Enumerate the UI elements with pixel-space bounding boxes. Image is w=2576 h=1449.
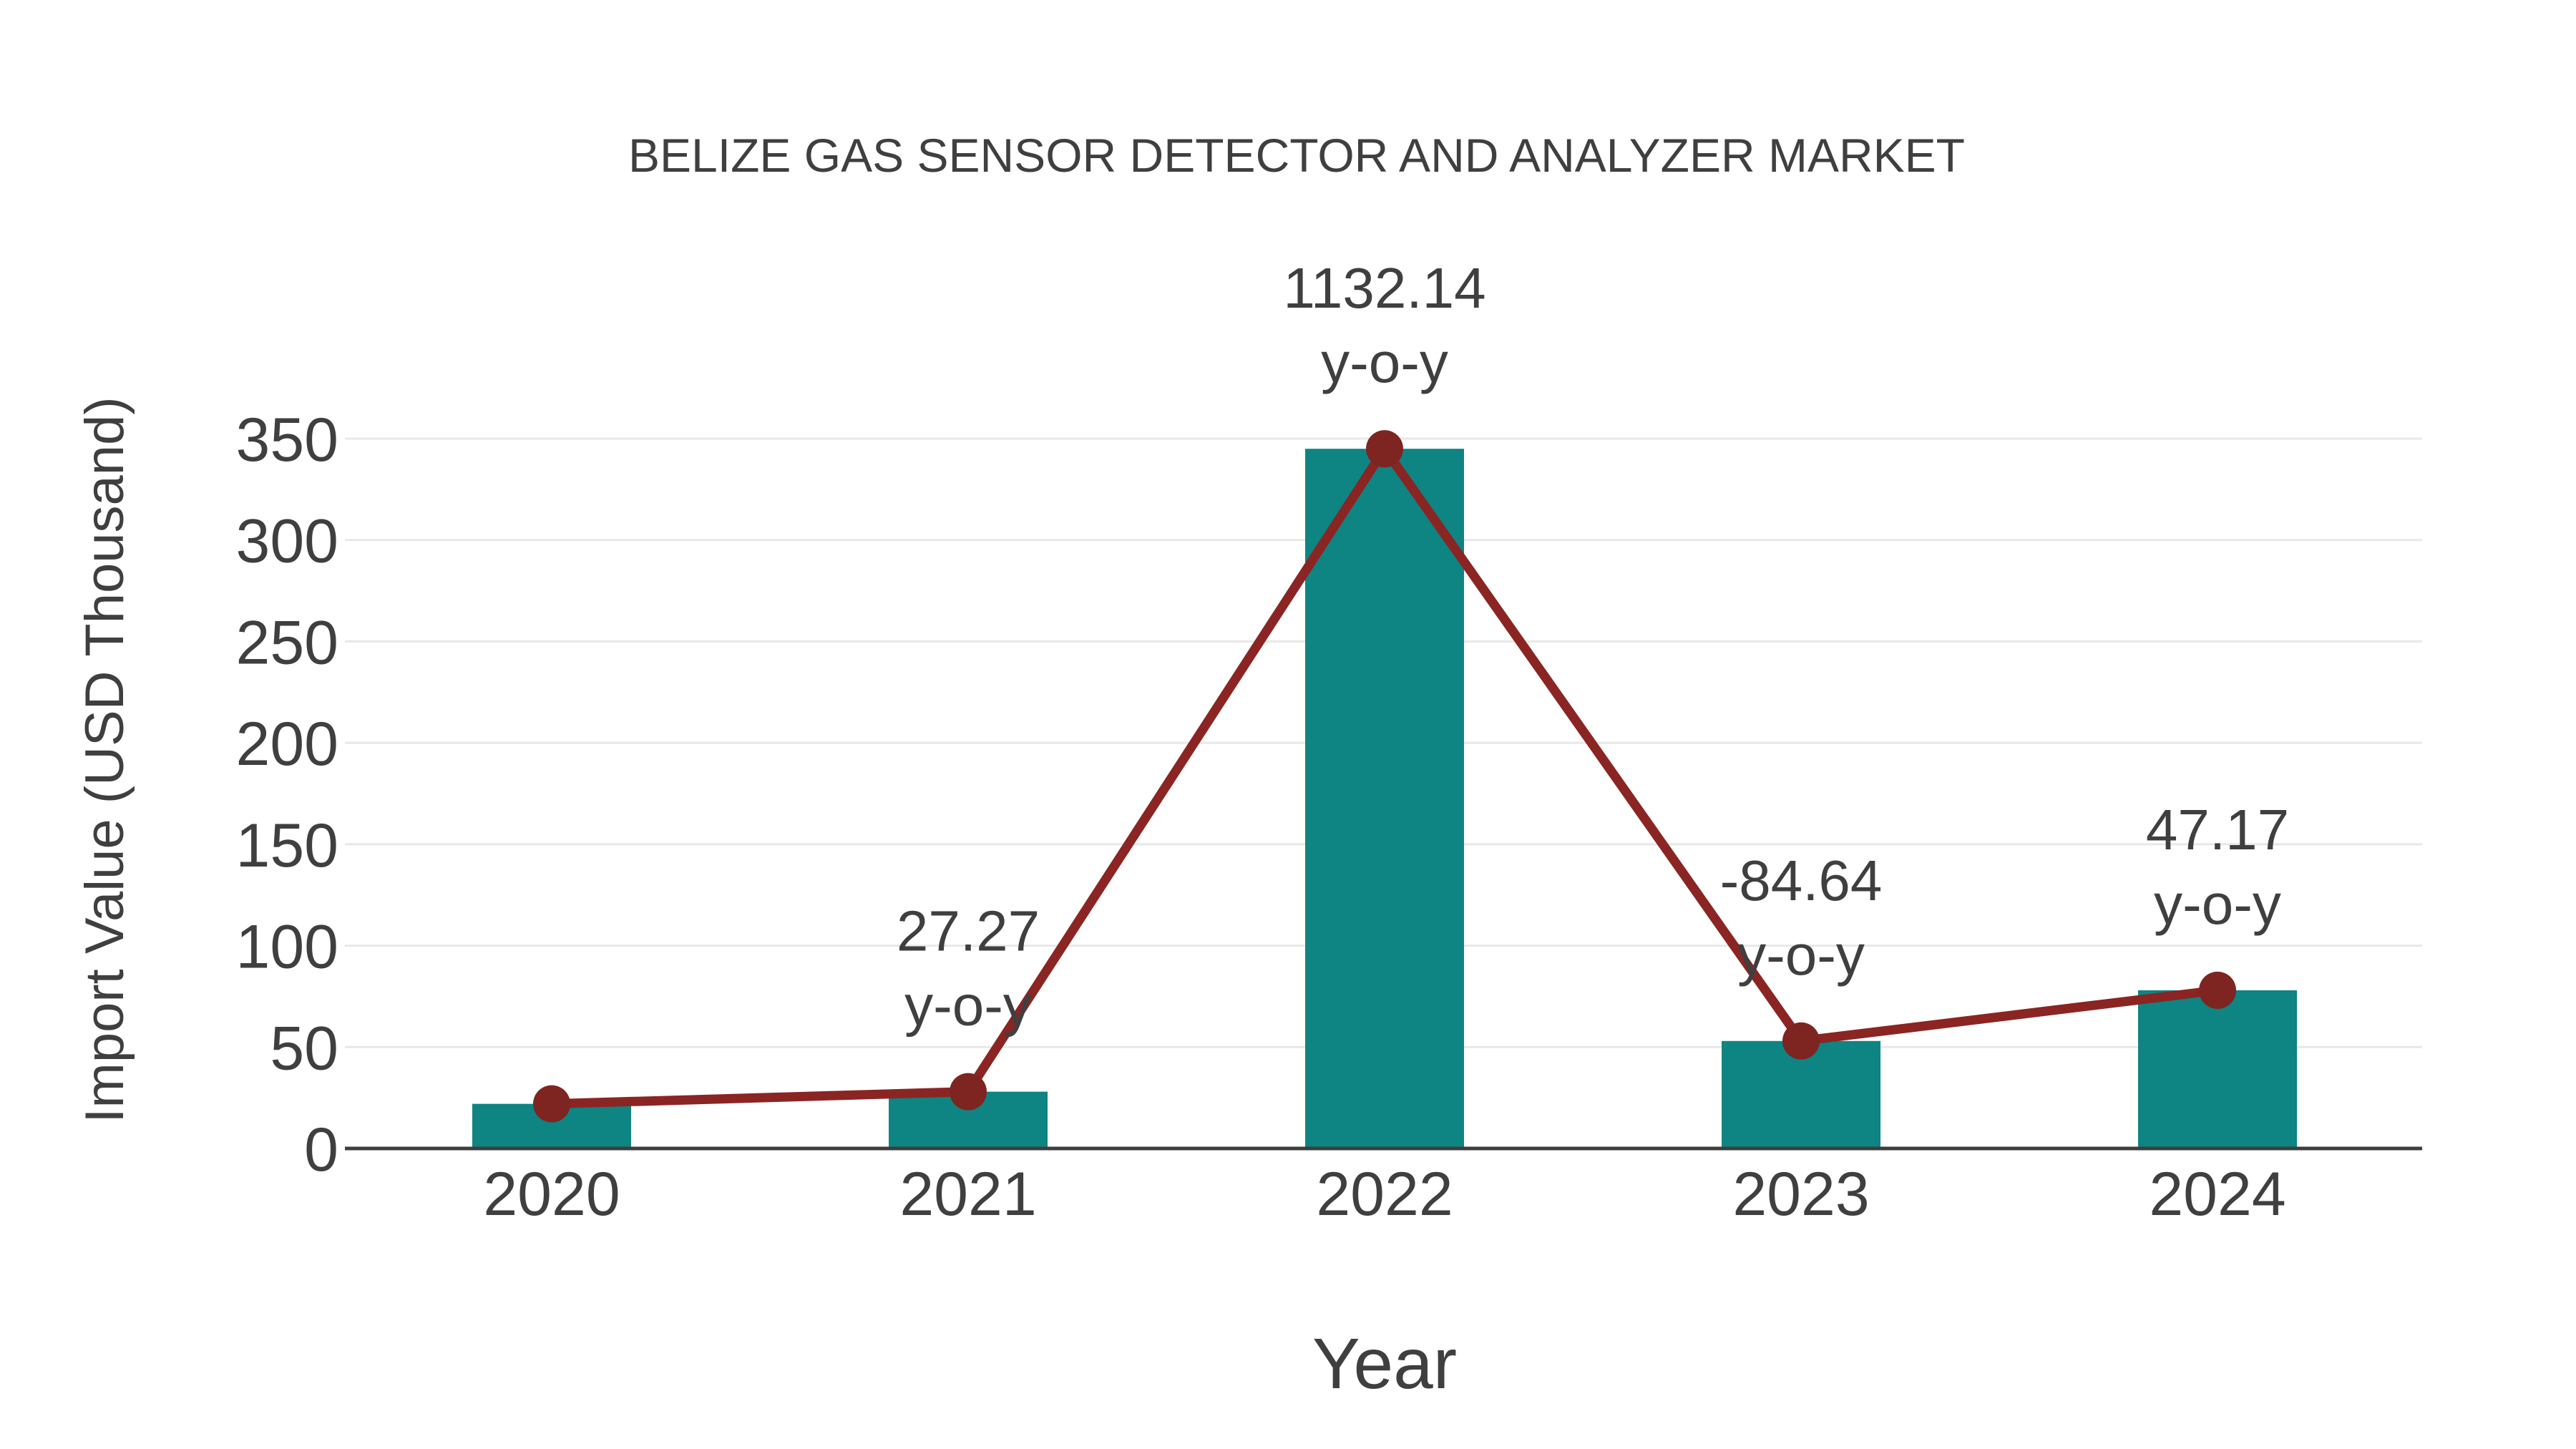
- chart-title: BELIZE GAS SENSOR DETECTOR AND ANALYZER …: [628, 129, 1965, 182]
- trend-marker-2024: [2199, 971, 2236, 1009]
- yoy-sublabel-2021: y-o-y: [904, 974, 1032, 1038]
- yoy-sublabel-2022: y-o-y: [1321, 331, 1448, 394]
- x-tick-label-2020: 2020: [483, 1160, 620, 1229]
- x-tick-labels: 2020 2021 2022 2023 2024: [483, 1160, 2285, 1229]
- yoy-annotations: 27.27 y-o-y 1132.14 y-o-y -84.64 y-o-y 47.17 y-…: [897, 256, 2289, 1037]
- bar-series: [472, 449, 2297, 1148]
- y-tick-label-200: 200: [236, 710, 339, 779]
- x-tick-label-2023: 2023: [1732, 1160, 1869, 1229]
- y-axis-label: Import Value (USD Thousand): [74, 396, 135, 1123]
- trend-marker-2022: [1366, 430, 1403, 468]
- yoy-value-2024: 47.17: [2146, 798, 2289, 862]
- x-tick-label-2024: 2024: [2149, 1160, 2285, 1229]
- trend-marker-2021: [950, 1073, 987, 1111]
- yoy-value-2023: -84.64: [1720, 849, 1883, 912]
- trend-line-series: [533, 430, 2236, 1123]
- y-tick-labels: 0 50 100 150 200 250 300 350: [236, 406, 339, 1184]
- yoy-value-2021: 27.27: [897, 899, 1040, 963]
- x-tick-label-2022: 2022: [1316, 1160, 1453, 1229]
- x-axis-label: Year: [1312, 1324, 1457, 1404]
- x-tick-label-2021: 2021: [899, 1160, 1036, 1229]
- y-tick-label-100: 100: [236, 913, 339, 982]
- bar-2024: [2138, 990, 2297, 1148]
- y-tick-label-350: 350: [236, 406, 339, 474]
- yoy-sublabel-2023: y-o-y: [1737, 923, 1865, 987]
- yoy-sublabel-2024: y-o-y: [2154, 872, 2281, 936]
- trend-marker-2020: [533, 1085, 570, 1123]
- trend-marker-2023: [1782, 1022, 1820, 1060]
- y-tick-label-0: 0: [304, 1116, 338, 1184]
- y-tick-label-300: 300: [236, 507, 339, 576]
- y-tick-label-150: 150: [236, 811, 339, 880]
- bar-2022: [1305, 449, 1464, 1148]
- y-tick-label-250: 250: [236, 608, 339, 677]
- yoy-value-2022: 1132.14: [1283, 256, 1485, 320]
- y-tick-label-50: 50: [270, 1014, 338, 1083]
